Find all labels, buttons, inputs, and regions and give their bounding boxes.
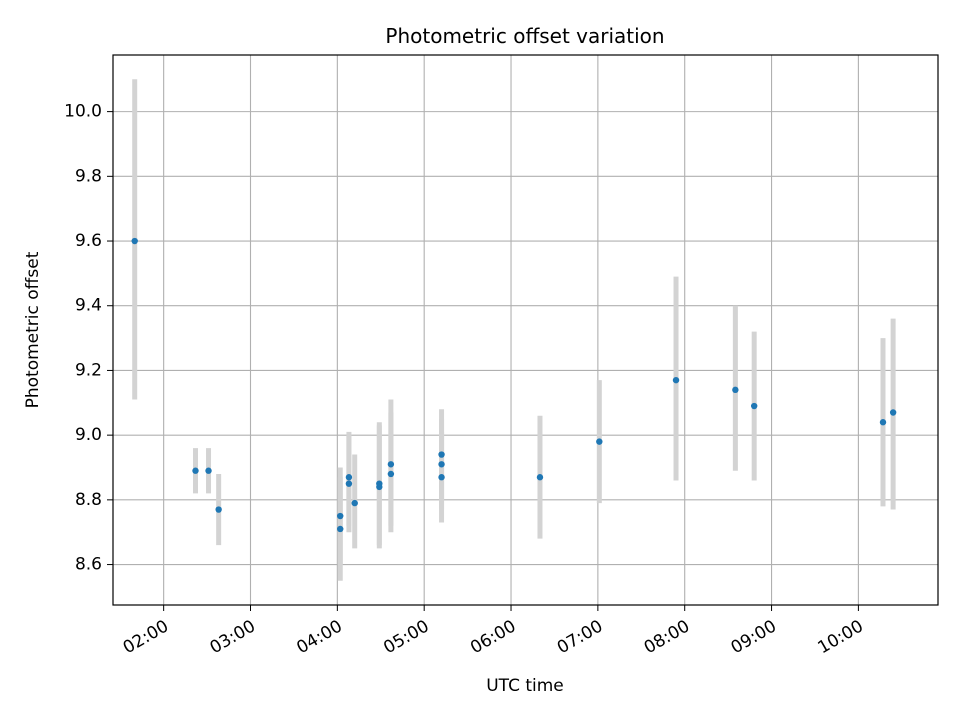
y-tick-label: 9.6 <box>75 231 102 251</box>
y-tick-label: 8.6 <box>75 555 102 575</box>
data-point <box>438 474 445 481</box>
data-point <box>337 512 344 520</box>
grid-lines <box>113 55 938 605</box>
data-point <box>351 499 358 507</box>
data-point <box>889 409 897 416</box>
data-point <box>387 470 395 478</box>
y-axis-label: Photometric offset <box>23 251 43 408</box>
data-point <box>438 461 445 468</box>
data-point <box>750 402 758 410</box>
chart-title: Photometric offset variation <box>385 24 664 48</box>
y-tick-label: 9.8 <box>75 166 102 186</box>
y-tick-label: 10.0 <box>64 102 102 122</box>
data-point <box>387 461 395 468</box>
y-tick-label: 8.8 <box>75 490 102 510</box>
data-point <box>672 376 680 384</box>
y-tick-label: 9.0 <box>75 425 102 445</box>
data-point <box>131 237 138 245</box>
data-point <box>345 480 353 487</box>
y-tick-label: 9.4 <box>75 296 102 316</box>
y-tick-label: 9.2 <box>75 360 102 380</box>
data-point <box>596 438 603 445</box>
data-point <box>438 451 445 458</box>
data-point <box>205 467 212 474</box>
plot-frame <box>112 54 939 606</box>
data-point <box>337 525 344 533</box>
y-axis-ticks: 8.6 8.8 9.0 9.2 9.4 9.6 9.8 10.0 <box>64 102 113 575</box>
x-axis-label: UTC time <box>486 676 564 696</box>
data-point <box>536 474 544 481</box>
data-point <box>345 474 353 481</box>
data-points <box>131 237 897 533</box>
data-point <box>192 467 199 474</box>
data-point <box>215 506 222 513</box>
data-point <box>732 386 739 394</box>
data-point <box>879 419 887 426</box>
data-point <box>376 483 383 491</box>
